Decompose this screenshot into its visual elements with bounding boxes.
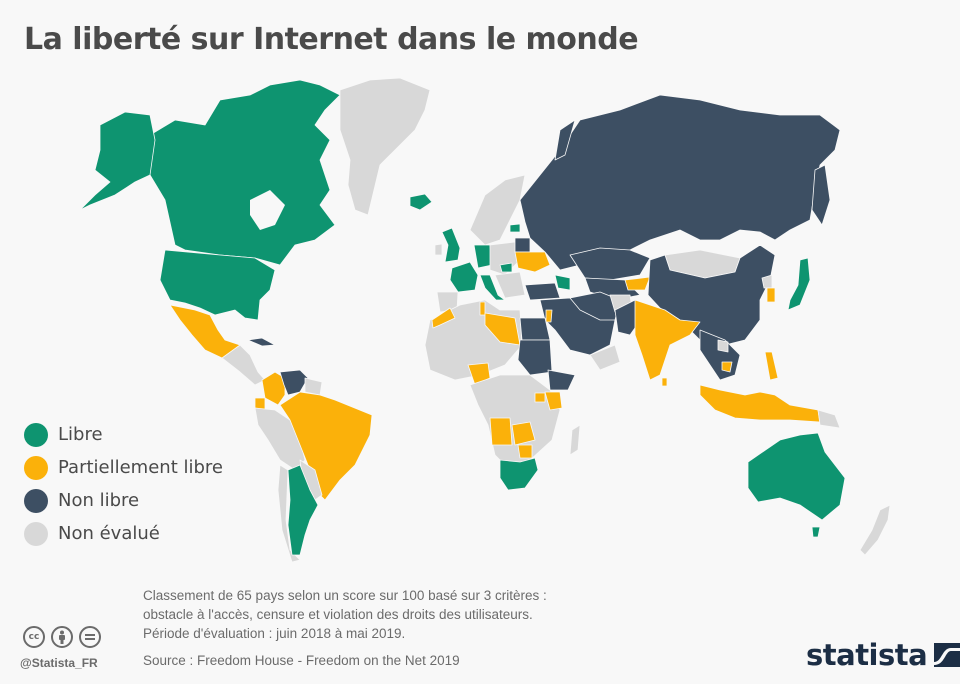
region-tunisia [479,301,486,316]
region-balkans [494,271,526,299]
region-russia [519,94,841,271]
region-philippines [764,351,779,381]
legend-dot-partiellement-libre [24,455,48,480]
region-central-europe [489,241,521,276]
region-libya [484,312,521,346]
region-usa [159,249,276,321]
region-mexico [169,304,241,359]
region-jordan [545,309,553,323]
region-uk [441,227,461,263]
legend-item-non-libre: Non libre [24,484,223,517]
by-icon[interactable] [51,626,73,648]
legend-label: Non évalué [58,523,160,544]
legend-item-non-evalue: Non évalué [24,517,223,550]
region-france [449,261,479,293]
region-png [817,409,841,429]
legend-item-libre: Libre [24,418,223,451]
region-sudan [517,339,553,376]
region-egypt [519,317,551,341]
region-central-america [221,344,266,386]
legend-label: Non libre [58,490,140,511]
region-south-africa [499,457,539,491]
logo-text: statista [806,638,928,672]
region-novaya-zemlya [554,119,576,161]
region-brazil [279,391,373,501]
region-alaska [79,111,156,211]
region-new-zealand [859,504,891,556]
legend-dot-non-libre [24,488,48,513]
region-belarus [514,237,531,253]
region-ireland [434,243,443,256]
statista-mark-icon [934,643,960,667]
region-germany [473,244,493,269]
region-scandinavia [469,174,526,246]
legend-label: Libre [58,424,103,445]
region-zimbabwe [517,444,533,459]
license-icons: cc [23,626,101,648]
region-hudson-bay [250,190,285,230]
region-kamchatka [811,164,831,226]
region-morocco [431,307,456,329]
legend-dot-non-evalue [24,521,48,546]
region-guianas [304,377,323,396]
legend: Libre Partiellement libre Non libre Non … [24,418,223,550]
note-line-1: Classement de 65 pays selon un score sur… [143,588,547,603]
region-ethiopia [547,369,576,391]
world-map [79,77,891,563]
region-turkey [524,282,561,301]
legend-item-partiellement-libre: Partiellement libre [24,451,223,484]
region-ukraine [514,251,551,273]
region-zambia [511,421,536,446]
region-iran [569,291,621,321]
region-canada [149,79,341,266]
region-cambodia [721,361,733,373]
region-georgia-armenia [554,274,571,291]
region-central-africa [469,374,561,471]
region-india [634,299,701,381]
region-chile [277,464,301,563]
region-south-korea [766,287,776,303]
cc-icon[interactable]: cc [23,626,45,648]
twitter-handle[interactable]: @Statista_FR [20,656,98,670]
page-title: La liberté sur Internet dans le monde [24,22,639,57]
region-hungary [499,262,513,273]
note-line-2: obstacle à l'accès, censure et violation… [143,607,533,622]
region-sri-lanka [661,377,668,387]
region-australia [747,432,846,521]
note-line-3: Période d'évaluation : juin 2018 à mai 2… [143,626,406,641]
region-greenland [339,77,431,216]
region-uganda [534,392,546,403]
region-italy [479,274,506,301]
region-iceland [409,193,433,211]
region-indonesia [699,384,821,423]
region-japan [787,257,811,311]
region-tasmania [811,526,821,538]
region-laos [717,339,729,353]
region-cuba [247,337,276,347]
region-angola [489,417,513,446]
region-madagascar [569,424,581,456]
region-kenya [544,391,563,411]
legend-dot-libre [24,422,48,447]
nd-icon[interactable] [79,626,101,648]
region-oman-yemen [589,344,621,371]
statista-logo[interactable]: statista [806,638,960,672]
region-kyrgyzstan [624,276,651,291]
region-kazakhstan [569,247,651,281]
source-note: Source : Freedom House - Freedom on the … [143,653,460,668]
region-argentina [287,464,319,556]
chart-notes: Classement de 65 pays selon un score sur… [143,586,547,643]
legend-label: Partiellement libre [58,457,223,478]
region-estonia [509,223,521,233]
